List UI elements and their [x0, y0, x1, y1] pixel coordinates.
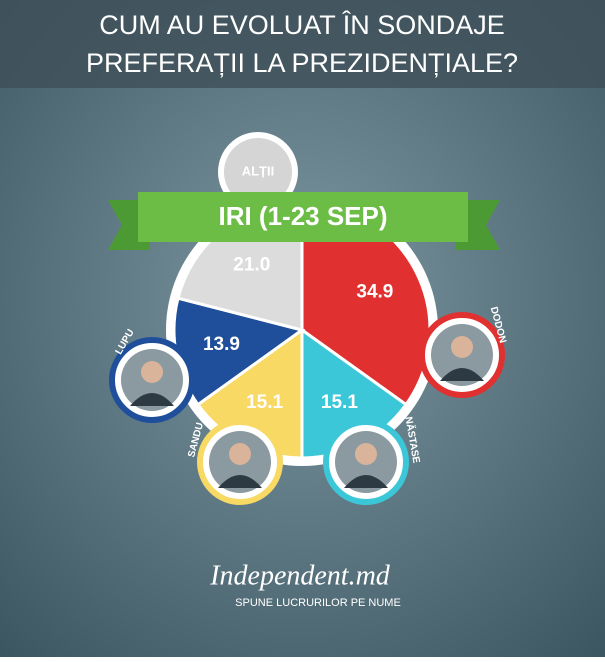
value-label: 21.0	[233, 254, 270, 275]
slogan: SPUNE LUCRURILOR PE NUME	[235, 597, 401, 609]
brand: Independent.md	[209, 560, 391, 591]
value-label: 13.9	[203, 334, 240, 355]
pie: 34.9 15.1 15.1 13.9 21.0	[166, 194, 438, 466]
title-band	[0, 0, 605, 88]
title-line: PREFERAȚII LA PREZIDENȚIALE?	[86, 48, 518, 78]
portrait-head	[355, 443, 377, 465]
footer: Independent.md SPUNE LUCRURILOR PE NUME	[209, 560, 401, 608]
portrait-head	[451, 336, 473, 358]
banner-body	[138, 192, 468, 242]
portrait-head	[229, 443, 251, 465]
value-label: 34.9	[356, 282, 393, 303]
portrait-head	[141, 361, 163, 383]
banner: IRI (1-23 SEP)	[108, 192, 500, 250]
portrait-body	[218, 475, 262, 488]
portrait-body	[440, 368, 484, 381]
badge-fill	[224, 138, 292, 206]
category-label: ALȚII	[242, 163, 275, 178]
portrait-body	[130, 393, 174, 406]
value-label: 15.1	[321, 392, 358, 413]
title-line: CUM AU EVOLUAT ÎN SONDAJE	[99, 9, 505, 40]
portrait-body	[344, 475, 388, 488]
value-label: 15.1	[246, 392, 283, 413]
banner-text: IRI (1-23 SEP)	[218, 201, 387, 231]
